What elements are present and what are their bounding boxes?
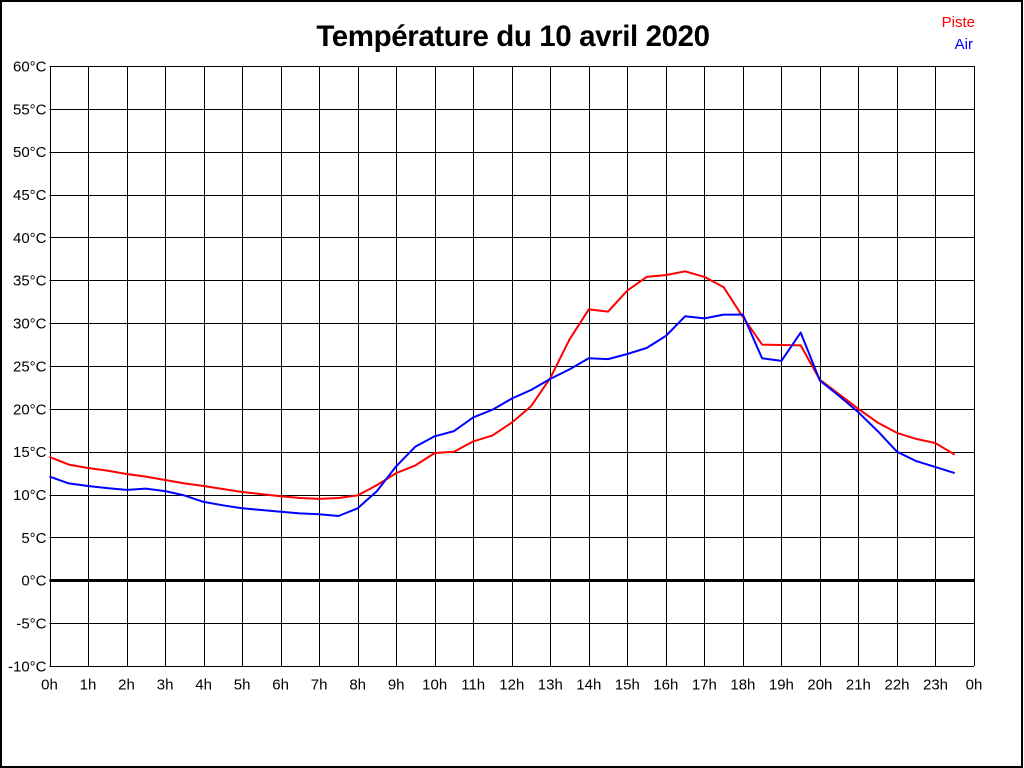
svg-text:9h: 9h <box>388 677 405 694</box>
svg-text:7h: 7h <box>311 677 328 694</box>
svg-text:40°C: 40°C <box>13 230 47 247</box>
svg-text:60°C: 60°C <box>13 58 47 75</box>
svg-text:17h: 17h <box>692 677 717 694</box>
svg-text:0°C: 0°C <box>21 573 46 590</box>
svg-text:1h: 1h <box>80 677 97 694</box>
svg-text:16h: 16h <box>653 677 678 694</box>
svg-text:0h: 0h <box>41 677 58 694</box>
svg-text:2h: 2h <box>118 677 135 694</box>
svg-text:15°C: 15°C <box>13 444 47 461</box>
svg-text:5h: 5h <box>234 677 251 694</box>
svg-text:5°C: 5°C <box>21 530 46 547</box>
svg-text:10°C: 10°C <box>13 487 47 504</box>
svg-text:23h: 23h <box>923 677 948 694</box>
svg-text:Piste: Piste <box>942 14 975 31</box>
svg-text:8h: 8h <box>349 677 366 694</box>
svg-text:13h: 13h <box>538 677 563 694</box>
svg-text:0h: 0h <box>966 677 983 694</box>
svg-text:4h: 4h <box>195 677 212 694</box>
svg-text:Température du 10 avril 2020: Température du 10 avril 2020 <box>316 20 709 53</box>
svg-text:50°C: 50°C <box>13 144 47 161</box>
svg-text:15h: 15h <box>615 677 640 694</box>
svg-text:18h: 18h <box>730 677 755 694</box>
svg-text:25°C: 25°C <box>13 358 47 375</box>
svg-text:55°C: 55°C <box>13 101 47 118</box>
svg-text:12h: 12h <box>499 677 524 694</box>
svg-text:-10°C: -10°C <box>8 658 47 675</box>
svg-text:19h: 19h <box>769 677 794 694</box>
svg-text:14h: 14h <box>576 677 601 694</box>
svg-text:6h: 6h <box>272 677 289 694</box>
svg-text:45°C: 45°C <box>13 187 47 204</box>
svg-text:22h: 22h <box>884 677 909 694</box>
svg-text:20°C: 20°C <box>13 401 47 418</box>
svg-text:Air: Air <box>955 36 973 53</box>
svg-text:11h: 11h <box>461 677 485 694</box>
svg-text:10h: 10h <box>422 677 447 694</box>
svg-text:-5°C: -5°C <box>16 616 46 633</box>
svg-text:20h: 20h <box>807 677 832 694</box>
svg-text:21h: 21h <box>846 677 871 694</box>
svg-text:35°C: 35°C <box>13 273 47 290</box>
svg-text:30°C: 30°C <box>13 316 47 333</box>
svg-text:3h: 3h <box>157 677 174 694</box>
